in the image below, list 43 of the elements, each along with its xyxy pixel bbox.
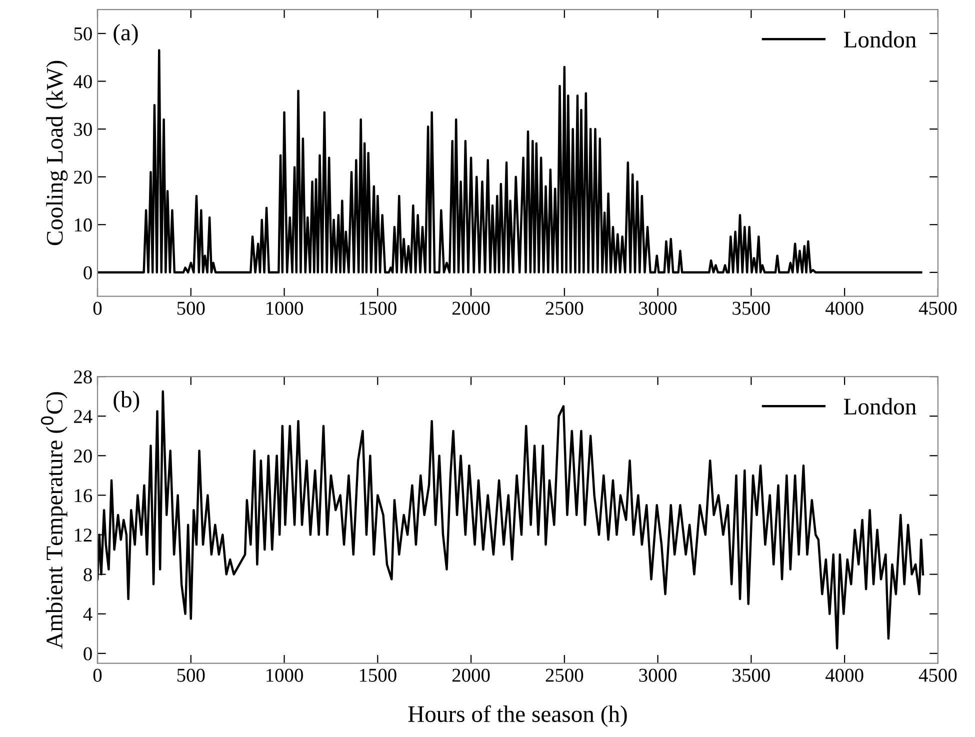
y-tick-label: 0 [84, 266, 92, 280]
x-axis-title: Hours of the season (h) [408, 705, 627, 727]
x-tick-label: 3500 [732, 668, 770, 682]
y-tick-label: 28 [74, 370, 92, 384]
annotation: (b) [114, 390, 140, 412]
x-tick-label: 2500 [546, 302, 584, 315]
y-axis-title: Ambient Temperature ($^{0}$C) [40, 392, 68, 649]
x-tick-label: 4000 [826, 302, 864, 315]
legend-label: London [844, 398, 916, 415]
x-tick-label: 2500 [546, 668, 584, 682]
y-tick-label: 10 [74, 218, 92, 232]
y-tick-label: 16 [74, 489, 92, 502]
x-tick-label: 3500 [732, 302, 770, 315]
line-series [98, 49, 922, 274]
x-tick-label: 1000 [266, 668, 303, 682]
x-tick-label: 4000 [826, 668, 864, 682]
line-series [98, 390, 924, 650]
y-tick-label: 20 [74, 449, 92, 463]
x-tick-label: 4500 [918, 668, 957, 682]
x-tick-label: 0 [93, 668, 102, 682]
y-tick-label: 50 [74, 27, 92, 40]
legend-label: London [844, 30, 916, 48]
y-tick-label: 0 [84, 647, 92, 660]
x-tick-label: 1000 [266, 302, 303, 315]
x-tick-label: 4500 [918, 302, 957, 315]
x-tick-label: 2000 [452, 302, 490, 315]
y-tick-label: 12 [74, 528, 92, 542]
y-axis-title: Cooling Load (kW) [46, 60, 68, 246]
y-tick-label: 20 [74, 170, 92, 184]
y-tick-label: 4 [83, 608, 92, 621]
x-tick-label: 500 [177, 668, 205, 682]
y-tick-label: 30 [74, 122, 92, 136]
annotation: (a) [114, 24, 138, 46]
x-tick-label: 500 [177, 302, 205, 315]
y-tick-label: 40 [74, 75, 92, 88]
y-tick-label: 8 [84, 568, 92, 582]
y-tick-label: 24 [74, 410, 92, 423]
x-tick-label: 2000 [452, 668, 490, 682]
x-tick-label: 3000 [639, 302, 677, 315]
x-tick-label: 1500 [360, 668, 396, 682]
x-tick-label: 3000 [639, 668, 677, 682]
x-tick-label: 1500 [360, 302, 396, 315]
x-tick-label: 0 [93, 302, 102, 315]
